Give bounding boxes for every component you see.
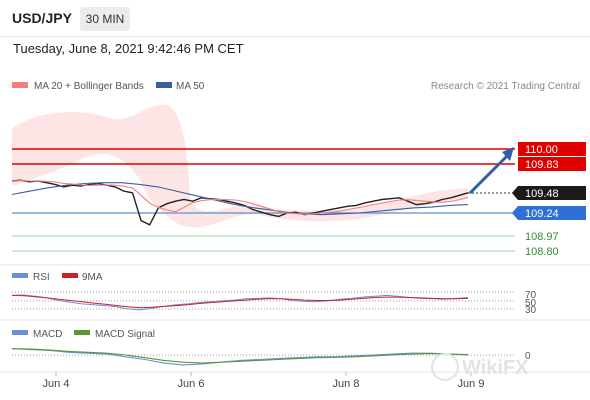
x-tick-label: Jun 4 [43,378,70,390]
level-labels: 110.00 109.83 109.48 109.24 108.97 108.8… [512,142,586,258]
ma20-series-line [11,180,469,215]
label-bg-109-83 [518,157,586,171]
macd-legend-swatch [12,330,28,335]
rsi-ma-legend-swatch [62,273,78,278]
rsi-tick-50: 50 [525,298,537,309]
ma50-legend-swatch [156,82,172,88]
macd-legend-label: MACD [33,329,62,340]
watermark-text: WikiFX [462,357,529,379]
x-tick-label: Jun 8 [333,378,360,390]
macd-tick-0: 0 [525,351,531,362]
level-label-109-48: 109.48 [525,188,559,200]
level-label-109-24: 109.24 [525,208,559,220]
symbol-title: USD/JPY [12,10,72,26]
last-price-pointer [512,186,518,200]
label-bg-110-00 [518,142,586,156]
rsi-ma-legend-label: 9MA [82,272,103,283]
support-pointer [512,206,518,220]
ma20-legend-swatch [12,82,28,88]
x-tick-label: Jun 6 [178,378,205,390]
label-bg-109-48 [518,186,586,200]
rsi-tick-30: 30 [525,305,537,316]
rsi-ma-series-line [11,294,469,309]
timeframe-button[interactable]: 30 MIN [80,7,130,31]
price-series-line [11,179,469,226]
forecast-arrow [468,147,514,195]
ma50-legend-label: MA 50 [176,81,205,92]
timestamp: Tuesday, June 8, 2021 9:42:46 PM CET [13,41,244,56]
x-tick-label: Jun 9 [458,378,485,390]
rsi-legend-swatch [12,273,28,278]
macd-series-line [11,348,469,366]
level-label-110-00: 110.00 [525,144,558,156]
rsi-tick-70: 70 [525,290,537,301]
label-bg-109-24 [518,206,586,220]
copyright-label: Research © 2021 Trading Central [431,81,580,92]
level-label-108-97: 108.97 [525,231,559,243]
rsi-legend-label: RSI [33,272,50,283]
ma50-series-line [11,182,469,216]
ma20-legend-label: MA 20 + Bollinger Bands [34,81,144,92]
level-label-109-83: 109.83 [525,159,559,171]
macd-signal-legend-swatch [74,330,90,335]
level-label-108-80: 108.80 [525,246,559,258]
rsi-series-line [11,294,469,311]
top-bar: USD/JPY 30 MIN [0,0,590,37]
x-axis-labels: Jun 4 Jun 6 Jun 8 Jun 9 [43,372,485,390]
bollinger-band [12,104,468,228]
macd-signal-legend-label: MACD Signal [95,329,155,340]
macd-signal-series-line [11,348,469,364]
watermark-logo [431,353,459,381]
